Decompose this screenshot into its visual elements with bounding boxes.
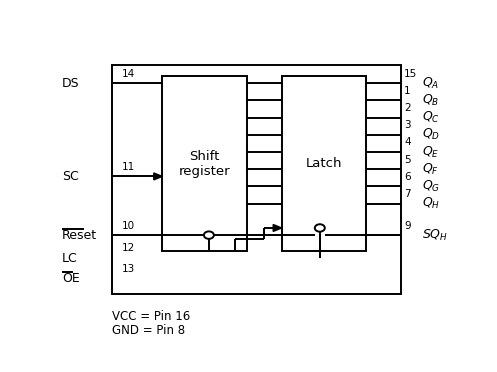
Text: $Q_{C}$: $Q_{C}$ bbox=[422, 110, 440, 125]
Text: 5: 5 bbox=[404, 155, 411, 165]
Text: 10: 10 bbox=[122, 221, 135, 231]
Text: 14: 14 bbox=[122, 69, 135, 79]
Bar bbox=[282, 76, 366, 251]
Text: OE: OE bbox=[62, 272, 80, 285]
Text: $Q_{D}$: $Q_{D}$ bbox=[422, 127, 440, 142]
Text: Shift
register: Shift register bbox=[179, 150, 231, 177]
Text: Reset: Reset bbox=[62, 229, 97, 242]
Text: DS: DS bbox=[62, 77, 80, 90]
Text: $Q_{E}$: $Q_{E}$ bbox=[422, 144, 440, 160]
Text: $Q_{A}$: $Q_{A}$ bbox=[422, 76, 439, 91]
Text: 12: 12 bbox=[122, 243, 135, 253]
Text: GND = Pin 8: GND = Pin 8 bbox=[112, 324, 185, 337]
Bar bbox=[163, 76, 247, 251]
Text: VCC = Pin 16: VCC = Pin 16 bbox=[112, 310, 190, 323]
Text: 15: 15 bbox=[404, 69, 417, 79]
Text: 11: 11 bbox=[122, 162, 135, 172]
Bar bbox=[112, 65, 401, 294]
Text: 1: 1 bbox=[404, 86, 411, 96]
Text: 9: 9 bbox=[404, 221, 411, 231]
Text: Latch: Latch bbox=[306, 157, 342, 170]
Text: LC: LC bbox=[62, 251, 78, 264]
Polygon shape bbox=[273, 224, 282, 231]
Text: $Q_{F}$: $Q_{F}$ bbox=[422, 162, 439, 177]
Circle shape bbox=[315, 224, 325, 232]
Text: 7: 7 bbox=[404, 189, 411, 199]
Text: 4: 4 bbox=[404, 138, 411, 147]
Text: $Q_{B}$: $Q_{B}$ bbox=[422, 93, 439, 108]
Text: $Q_{G}$: $Q_{G}$ bbox=[422, 179, 440, 194]
Text: 3: 3 bbox=[404, 120, 411, 130]
Polygon shape bbox=[154, 173, 163, 180]
Text: SC: SC bbox=[62, 170, 79, 183]
Text: 2: 2 bbox=[404, 103, 411, 113]
Circle shape bbox=[204, 231, 214, 239]
Text: 6: 6 bbox=[404, 172, 411, 182]
Text: $Q_{H}$: $Q_{H}$ bbox=[422, 196, 440, 211]
Text: 13: 13 bbox=[122, 263, 135, 273]
Text: $SQ_{H}$: $SQ_{H}$ bbox=[422, 228, 448, 243]
